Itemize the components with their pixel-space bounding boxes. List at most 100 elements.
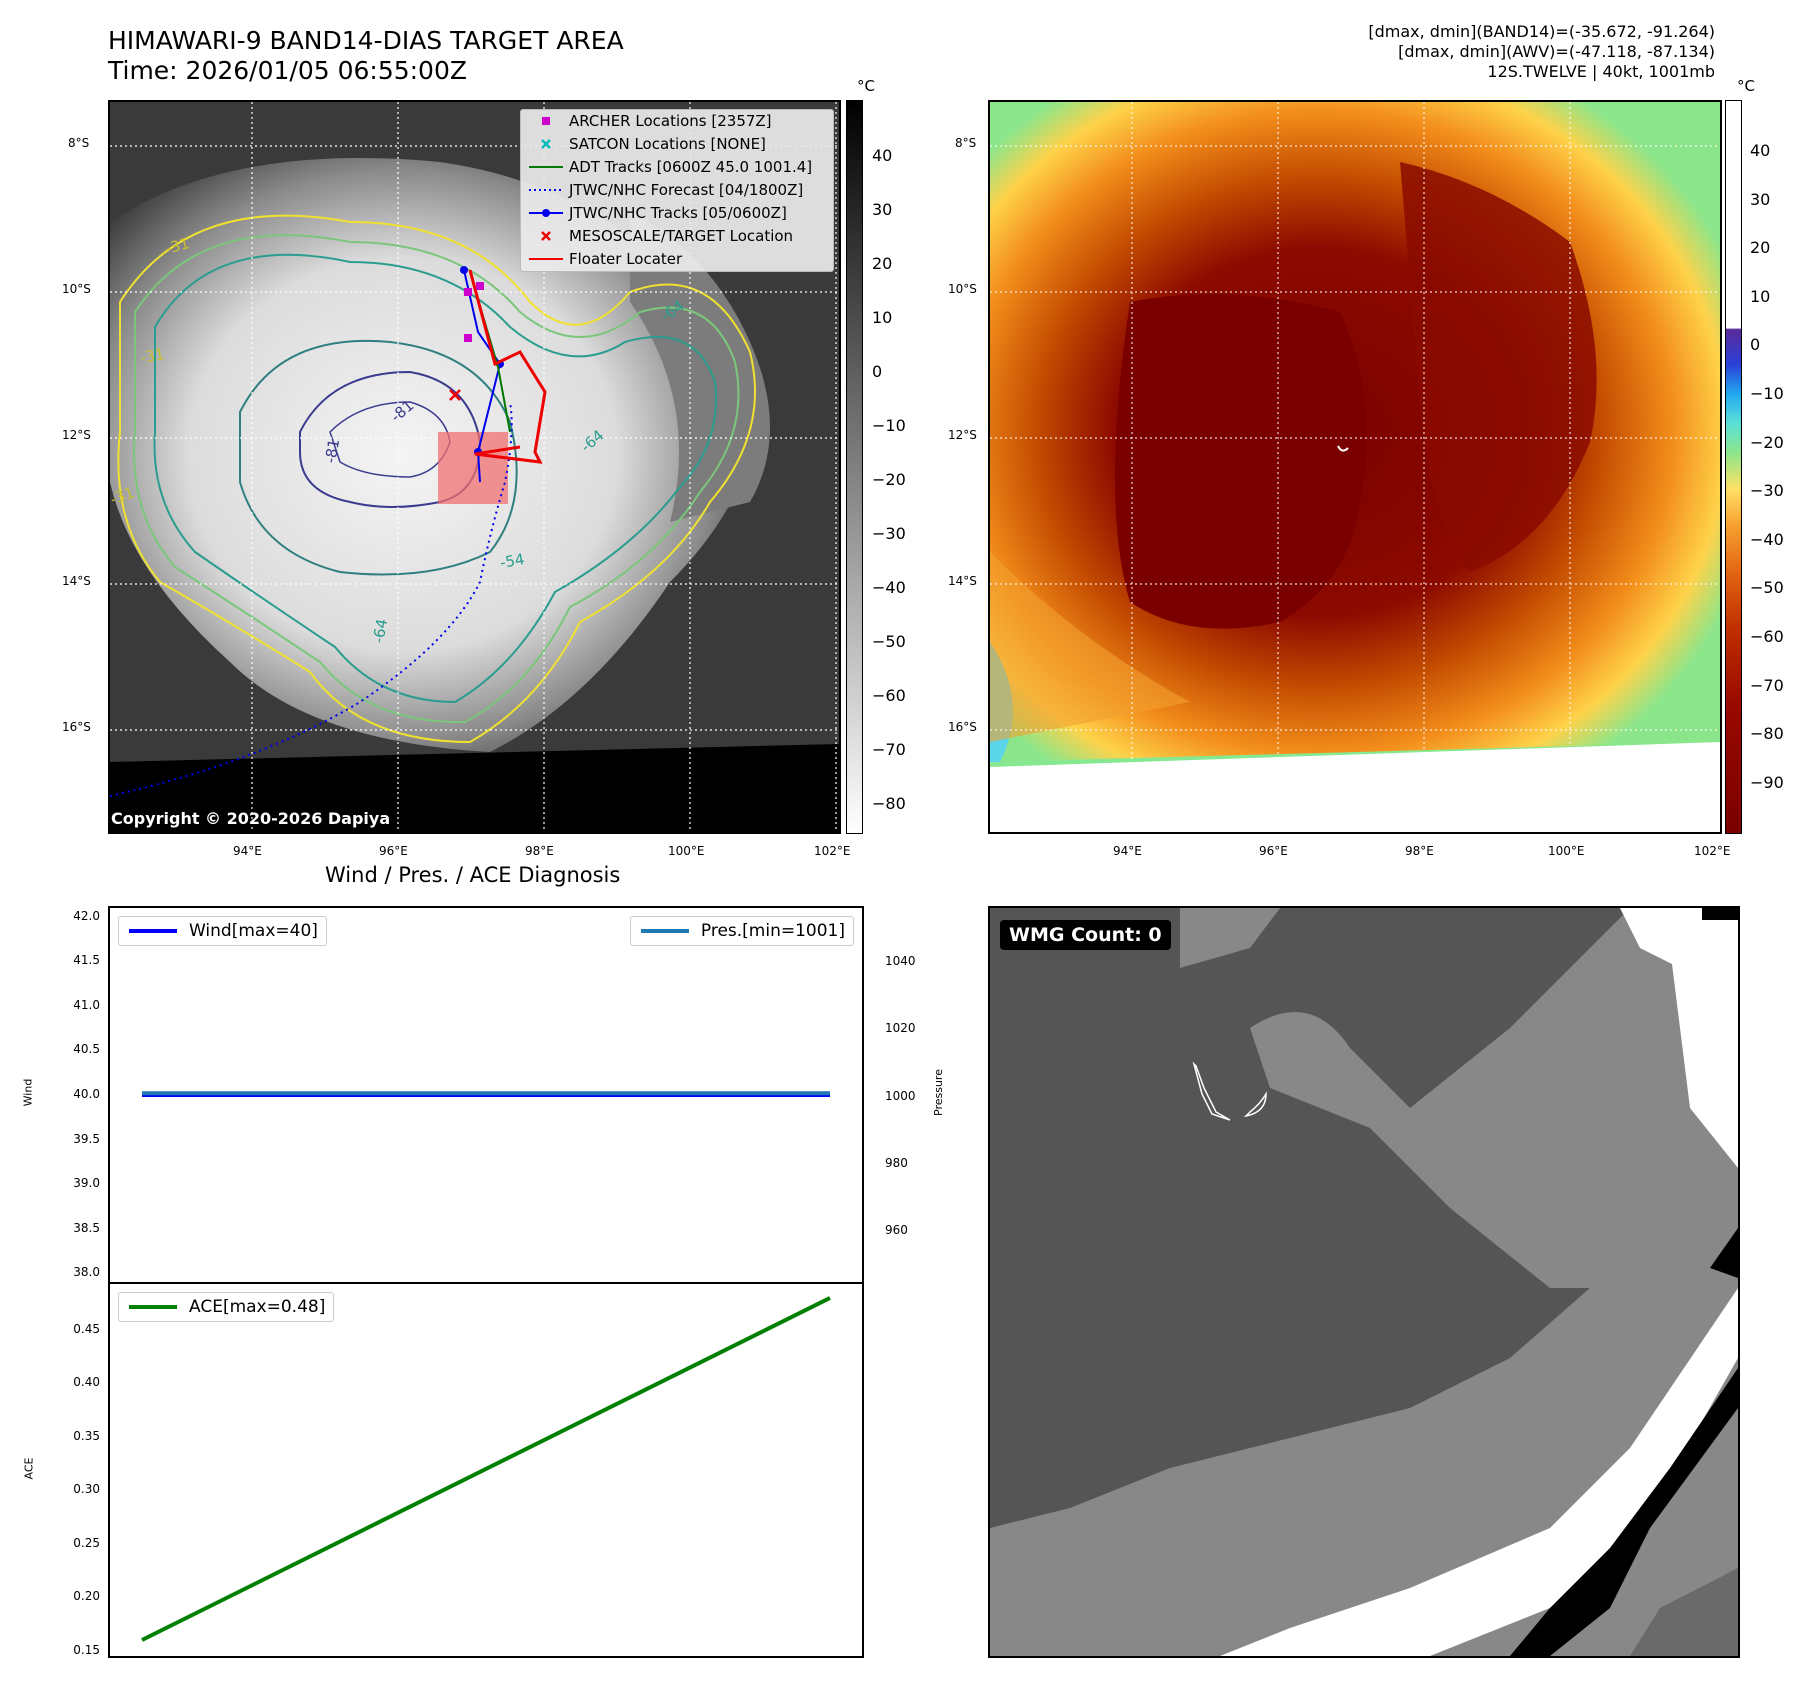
wind-axis-label: Wind [21,1078,35,1107]
y-tick-label: 0.25 [73,1535,100,1550]
colorbar-tick-label: 20 [872,254,893,273]
colorbar-tick-label: −30 [872,524,906,543]
colorbar-tick-label: 40 [872,146,893,165]
y-tick-label: 960 [885,1223,908,1238]
wmg-image [990,908,1738,1656]
dotted-line-icon [529,189,563,191]
line-marker-icon [529,166,563,168]
y-tick-label: 38.5 [73,1220,100,1235]
y-tick-label: 41.5 [73,953,100,968]
diagnosis-title: Wind / Pres. / ACE Diagnosis [325,863,621,887]
pressure-axis-label: Pressure [931,1069,945,1116]
square-marker-icon [542,117,550,125]
lon-tick-label: 100°E [668,844,705,858]
figure-title: HIMAWARI-9 BAND14-DIAS TARGET AREA Time:… [108,26,624,86]
lon-tick-label: 98°E [525,844,554,858]
ace-panel: ACE[max=0.48] [108,1282,864,1658]
colorbar-tick-label: −90 [1750,772,1784,792]
colorbar-tick-label: 30 [1750,189,1771,209]
ace-legend: ACE[max=0.48] [118,1292,335,1322]
grayscale-colorbar [846,100,863,834]
lon-tick-label: 96°E [1259,844,1288,858]
y-tick-label: 42.0 [73,908,100,923]
ace-axis-label: ACE [22,1457,36,1480]
y-tick-label: 0.30 [73,1482,100,1497]
lat-tick-label: 8°S [955,136,977,150]
y-tick-label: 40.0 [73,1087,100,1101]
lat-tick-label: 8°S [68,136,90,150]
lon-tick-label: 96°E [379,844,408,858]
lon-tick-label: 102°E [1694,844,1731,858]
lon-tick-label: 102°E [814,844,851,858]
y-tick-label: 1040 [885,953,916,968]
colorbar-tick-label: −50 [872,632,906,651]
enhanced-colorbar [1725,100,1742,834]
y-tick-label: 0.20 [73,1589,100,1604]
wind-pres-chart [142,1091,830,1097]
info-band14: [dmax, dmin](BAND14)=(-35.672, -91.264) [1368,22,1715,41]
legend-item-jtwc-tracks: JTWC/NHC Tracks [05/0600Z] [521,202,833,225]
legend-item-adt: ADT Tracks [0600Z 45.0 1001.4] [521,156,833,179]
line-marker-icon [529,258,563,260]
colorbar-tick-label: −40 [1750,529,1784,549]
pressure-legend: Pres.[min=1001] [629,916,854,946]
y-tick-label: 41.0 [73,997,100,1012]
x-marker-icon [541,231,551,241]
y-tick-label: 980 [885,1156,908,1171]
colorbar-tick-label: 40 [1750,141,1771,160]
line-dot-marker-icon [529,209,563,217]
colorbar-tick-label: 0 [1750,335,1761,355]
info-storm: 12S.TWELVE | 40kt, 1001mb [1487,62,1715,81]
x-marker-icon [541,139,551,149]
y-tick-label: 0.40 [73,1375,100,1390]
colorbar-tick-label: 10 [1750,286,1771,306]
ace-legend-line [129,1305,177,1309]
pressure-legend-line [640,929,689,933]
y-tick-label: 39.0 [73,1176,100,1191]
lat-tick-label: 16°S [62,720,91,734]
colorbar-tick-label: 0 [872,362,883,381]
colorbar-tick-label: −20 [872,470,906,489]
lat-tick-label: 12°S [62,428,91,442]
wind-legend-line [129,929,177,933]
colorbar-tick-label: −10 [872,416,906,435]
y-tick-label: 40.5 [73,1042,100,1057]
legend-item-forecast: JTWC/NHC Forecast [04/1800Z] [521,179,833,202]
colorbar-unit: °C [857,77,875,95]
colorbar-tick-label: 20 [1750,238,1771,258]
lon-tick-label: 94°E [1113,844,1142,858]
colorbar-tick-label: −10 [1750,384,1784,403]
lat-tick-label: 10°S [62,282,91,296]
copyright-text: Copyright © 2020-2026 Dapiya [111,809,391,828]
lat-tick-label: 14°S [62,574,91,588]
legend-item-floater: Floater Locater [521,248,833,271]
colorbar-tick-label: −50 [1750,578,1784,598]
colorbar-tick-label: −70 [1750,675,1784,695]
legend-item-satcon: SATCON Locations [NONE] [521,133,833,156]
enhanced-ir-panel [988,100,1722,834]
storm-info: [dmax, dmin](BAND14)=(-35.672, -91.264) … [1368,22,1715,82]
colorbar-tick-label: −40 [872,578,906,597]
colorbar-tick-label: 10 [872,308,893,327]
y-tick-label: 1000 [885,1088,916,1103]
legend-item-target: MESOSCALE/TARGET Location [521,225,833,248]
legend-item-archer: ARCHER Locations [2357Z] [521,110,833,133]
ace-chart [141,1296,831,1642]
y-tick-label: 39.5 [73,1131,100,1146]
colorbar-tick-label: −60 [872,686,906,705]
colorbar-tick-label: 30 [872,200,893,219]
lat-tick-label: 16°S [948,720,977,734]
y-tick-label: 38.0 [73,1265,100,1280]
wmg-panel [988,906,1740,1658]
y-tick-label: 0.15 [73,1642,100,1657]
enhanced-ir-image [990,102,1720,832]
colorbar-tick-label: −30 [1750,481,1784,501]
colorbar-tick-label: −80 [1750,724,1784,744]
lat-tick-label: 12°S [948,428,977,442]
colorbar-tick-label: −80 [872,794,906,813]
ir-map-panel: -31 -31 -31 -81 -81 -64 -64 -64 -54 ARCH… [108,100,841,834]
info-awv: [dmax, dmin](AWV)=(-47.118, -87.134) [1398,42,1715,61]
lon-tick-label: 94°E [233,844,262,858]
y-tick-label: 0.35 [73,1428,100,1443]
colorbar-tick-label: −20 [1750,432,1784,452]
